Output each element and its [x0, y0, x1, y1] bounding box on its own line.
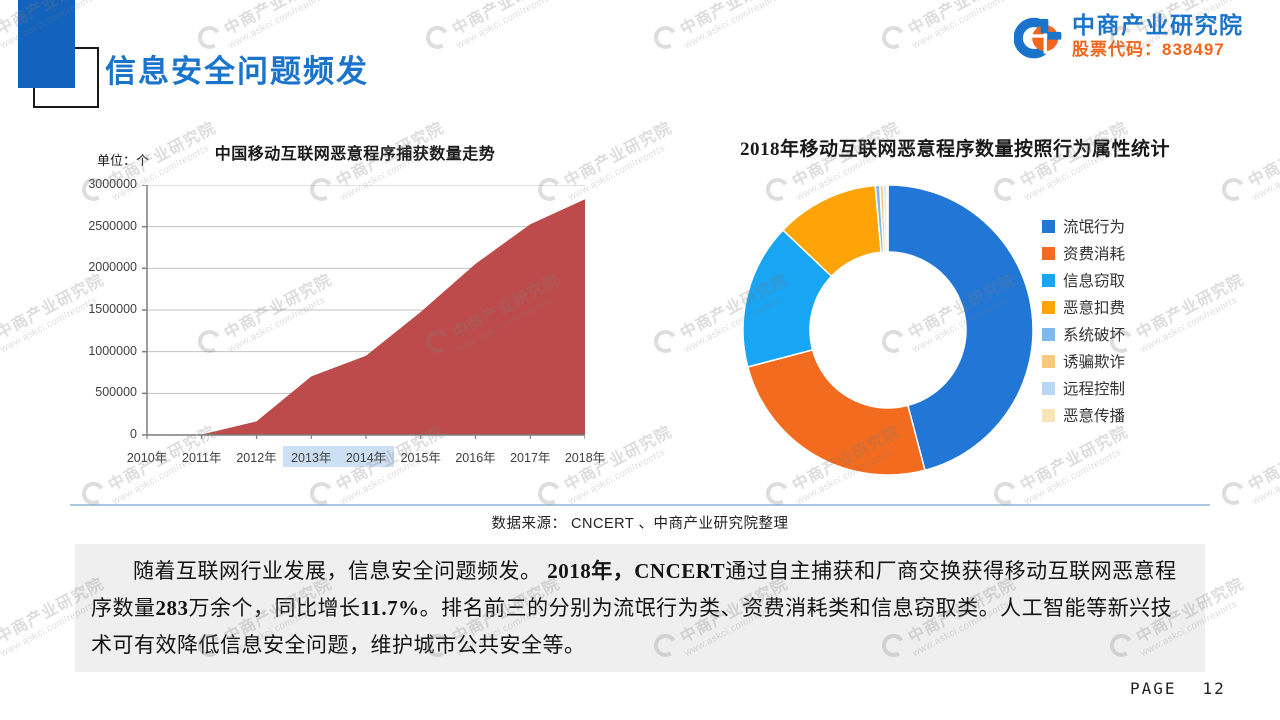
legend-swatch	[1042, 354, 1055, 368]
summary-paragraph: 随着互联网行业发展，信息安全问题频发。 2018年，CNCERT通过自主捕获和厂…	[91, 553, 1189, 664]
x-axis-tick-label: 2010年	[126, 451, 168, 465]
legend-item: 恶意扣费	[1042, 299, 1126, 317]
watermark-text: 中商产业研究院	[1245, 119, 1280, 191]
watermark-logo-icon	[307, 479, 335, 507]
watermark-logo-icon	[991, 479, 1019, 507]
legend-swatch	[1042, 246, 1055, 260]
page-label: PAGE	[1130, 679, 1177, 698]
summary-segment: 随着互联网行业发展，信息安全问题频发。	[133, 559, 548, 583]
watermark-logo-icon	[763, 479, 791, 507]
legend-item: 流氓行为	[1042, 218, 1126, 236]
legend-item: 诱骗欺诈	[1042, 353, 1126, 371]
watermark-text: 中商产业研究院	[221, 0, 335, 39]
y-axis-tick-label: 1000000	[88, 343, 137, 358]
data-source-note: 数据来源： CNCERT 、中商产业研究院整理	[491, 516, 789, 532]
y-axis-tick-label: 2500000	[88, 218, 137, 233]
legend-label: 恶意扣费	[1063, 300, 1126, 317]
legend-label: 信息窃取	[1063, 273, 1126, 290]
donut-chart	[742, 184, 1034, 476]
x-axis-tick-label: 2013年	[283, 446, 340, 467]
donut-chart-title: 2018年移动互联网恶意程序数量按照行为属性统计	[739, 139, 1170, 160]
watermark-text: 中商产业研究院	[905, 0, 1019, 39]
x-axis-tick-label: 2011年	[182, 451, 222, 465]
watermark-text: 中商产业研究院	[1245, 423, 1280, 495]
summary-box: 随着互联网行业发展，信息安全问题频发。 2018年，CNCERT通过自主捕获和厂…	[75, 544, 1205, 672]
legend-label: 流氓行为	[1063, 219, 1126, 236]
watermark-url: www.askci.com/reports	[454, 0, 555, 51]
page-title: 信息安全问题频发	[105, 54, 369, 89]
watermark-logo-icon	[651, 23, 679, 51]
legend-item: 恶意传播	[1042, 407, 1126, 425]
company-logo: 中商产业研究院 股票代码：838497	[1014, 10, 1244, 62]
y-axis-tick-label: 1500000	[88, 302, 137, 316]
watermark-url: www.askci.com/reports	[1250, 446, 1280, 507]
x-axis-tick-label: 2012年	[236, 451, 277, 465]
y-axis-tick-label: 500000	[95, 385, 137, 400]
area-chart	[142, 185, 585, 439]
watermark-text: 中商产业研究院	[677, 0, 791, 39]
donut-slice	[885, 184, 889, 253]
area-chart-panel: 单位：个 中国移动互联网恶意程序捕获数量走势 3000000 2500000 200…	[85, 138, 650, 473]
x-axis-tick-label: 2018年	[564, 451, 606, 465]
legend-swatch	[1042, 219, 1055, 233]
divider-line	[70, 504, 1210, 506]
legend-swatch	[1042, 327, 1055, 341]
legend-item: 远程控制	[1042, 380, 1126, 398]
watermark-logo-icon	[535, 479, 563, 507]
summary-segment: 。排名前三的分别为流氓行为类、资费消耗类和信息窃取类。人工智能等新兴技术可有效降…	[91, 596, 1173, 657]
legend-item: 系统破坏	[1042, 326, 1126, 344]
donut-slice	[746, 348, 926, 476]
legend-label: 资费消耗	[1063, 246, 1126, 263]
summary-highlight: 11.7%	[360, 596, 420, 620]
legend-item: 信息窃取	[1042, 272, 1126, 290]
legend-label: 诱骗欺诈	[1063, 354, 1126, 371]
legend-item: 资费消耗	[1042, 245, 1126, 263]
watermark-logo-icon	[79, 479, 107, 507]
watermark-url: www.askci.com/reports	[682, 0, 783, 51]
watermark-logo-icon	[423, 23, 451, 51]
y-axis-tick-label: 3000000	[88, 177, 137, 191]
summary-segment: 万余个，同比增长	[188, 596, 361, 620]
company-logo-icon	[1014, 17, 1062, 59]
legend-label: 恶意传播	[1063, 408, 1126, 425]
watermark-logo-icon	[1219, 479, 1247, 507]
donut-slice	[887, 184, 1034, 472]
legend-label: 系统破坏	[1063, 327, 1126, 344]
decorative-blue-square	[18, 0, 75, 88]
watermark-url: www.askci.com/reports	[1250, 142, 1280, 203]
donut-chart-panel: 2018年移动互联网恶意程序数量按照行为属性统计 流氓行为资费消耗信息窃取恶意扣…	[690, 130, 1230, 480]
x-axis-tick-label: 2017年	[510, 451, 551, 465]
legend-swatch	[1042, 273, 1055, 287]
page-number: 12	[1202, 679, 1226, 698]
page-footer: PAGE 12	[1130, 679, 1226, 698]
x-axis-tick-label: 2014年	[338, 446, 394, 467]
watermark-url: www.askci.com/reports	[910, 0, 1011, 51]
watermark-text: 中商产业研究院	[449, 0, 563, 39]
legend-swatch	[1042, 408, 1055, 422]
y-axis-tick-label: 0	[130, 427, 137, 441]
logo-company-name: 中商产业研究院	[1072, 12, 1244, 38]
summary-highlight: 2018年，CNCERT	[547, 559, 726, 583]
logo-text: 中商产业研究院 股票代码：838497	[1072, 10, 1244, 62]
area-chart-unit-label: 单位：个	[97, 153, 150, 168]
legend-swatch	[1042, 300, 1055, 314]
logo-stock-code: 股票代码：838497	[1072, 40, 1225, 59]
watermark-url: www.askci.com/reports	[226, 0, 327, 51]
area-chart-title: 中国移动互联网恶意程序捕获数量走势	[214, 146, 496, 163]
x-axis-tick-label: 2016年	[455, 451, 496, 465]
watermark-logo-icon	[879, 23, 907, 51]
x-axis-tick-label: 2015年	[400, 451, 441, 465]
donut-chart-legend: 流氓行为资费消耗信息窃取恶意扣费系统破坏诱骗欺诈远程控制恶意传播	[1042, 218, 1126, 425]
summary-segment: 通过自主捕获和厂商交换获得移动互联网恶意程序数量	[91, 559, 1177, 620]
legend-swatch	[1042, 381, 1055, 395]
legend-label: 远程控制	[1063, 381, 1126, 398]
watermark-logo-icon	[651, 327, 679, 355]
y-axis-tick-label: 2000000	[88, 260, 137, 275]
summary-highlight: 283	[155, 596, 189, 620]
